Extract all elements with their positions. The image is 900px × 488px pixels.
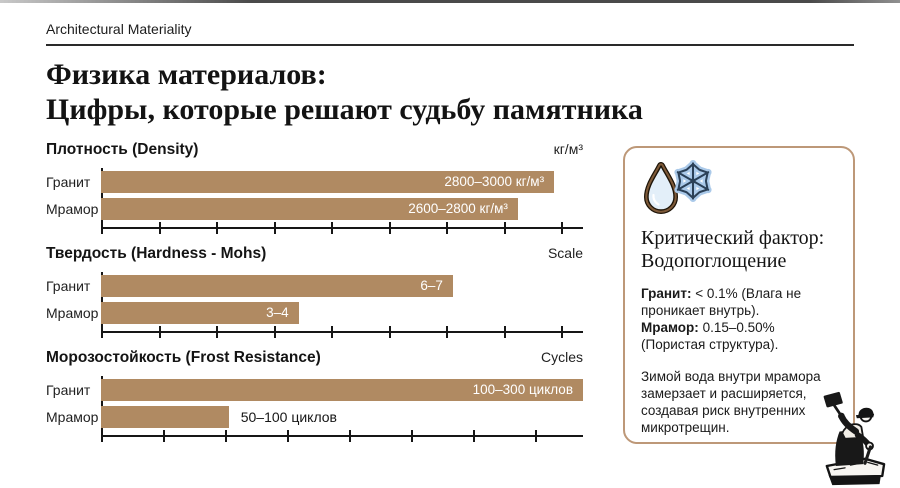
chart-frost-resistance: Морозостойкость (Frost Resistance) Cycles… <box>46 349 583 442</box>
axis-tick <box>273 222 276 234</box>
absorption-values: Гранит: < 0.1% (Влага не проникает внутр… <box>641 285 837 353</box>
row-label: Гранит <box>46 277 91 294</box>
chart-title: Морозостойкость (Frost Resistance) <box>46 349 321 366</box>
axis-tick <box>410 430 413 442</box>
bar-row: Гранит 6–7 <box>46 272 583 299</box>
title-line-1: Физика материалов: <box>46 58 327 91</box>
axis-tick <box>331 222 334 234</box>
title-line-2: Цифры, которые решают судьбу памятника <box>46 93 643 126</box>
top-edge-line <box>0 0 900 3</box>
axis-tick <box>446 222 449 234</box>
bar-value-label: 2800–3000 кг/м³ <box>444 174 545 189</box>
bar-row: Мрамор 2600–2800 кг/м³ <box>46 195 583 222</box>
axis-tick <box>388 326 391 338</box>
axis-tick <box>101 430 103 442</box>
bar-track: 2800–3000 кг/м³ <box>101 170 583 193</box>
chisel <box>863 445 872 465</box>
bar-row: Мрамор 50–100 циклов <box>46 403 583 430</box>
axis-tick <box>561 222 564 234</box>
content: Плотность (Density) кг/м³ Гранит 2800–3000 … <box>46 141 855 453</box>
bar: 3–4 <box>101 301 299 324</box>
bar <box>101 405 229 428</box>
bar-row: Мрамор 3–4 <box>46 299 583 326</box>
bar-track: 3–4 <box>101 301 583 324</box>
sculptor-illustration <box>823 391 886 486</box>
panel-icons <box>641 162 717 214</box>
row-label: Гранит <box>46 381 91 398</box>
panel-note: Зимой вода внутри мрамора замерзает и ра… <box>641 369 821 435</box>
header: Architectural Materiality Физика материа… <box>46 0 854 127</box>
chart-density: Плотность (Density) кг/м³ Гранит 2800–3000 … <box>46 141 583 234</box>
axis-tick <box>216 326 219 338</box>
axis-tick <box>158 326 161 338</box>
bar: 2800–3000 кг/м³ <box>101 170 555 193</box>
axis-tick <box>224 430 227 442</box>
axis-tick <box>472 430 475 442</box>
bar-track: 50–100 циклов <box>101 405 583 428</box>
plot-area: Гранит 6–7 Мрамор 3–4 <box>46 272 583 338</box>
bar-row: Гранит 100–300 циклов <box>46 376 583 403</box>
axis-tick <box>503 326 506 338</box>
header-rule <box>46 44 854 46</box>
x-axis <box>101 430 583 442</box>
marble-absorption-label: Мрамор: <box>641 320 699 335</box>
bar-value-label: 100–300 циклов <box>472 382 573 397</box>
page-title: Физика материалов: Цифры, которые решают… <box>46 57 854 127</box>
mallet <box>823 391 843 408</box>
axis-tick <box>101 222 103 234</box>
x-axis <box>101 222 583 234</box>
chart-unit-label: Cycles <box>540 349 583 365</box>
chart-header: Плотность (Density) кг/м³ <box>46 141 583 159</box>
granite-absorption-label: Гранит: <box>641 286 692 301</box>
eyebrow-label: Architectural Materiality <box>46 21 192 37</box>
bar-track: 100–300 циклов <box>101 378 583 401</box>
bar-value-label: 2600–2800 кг/м³ <box>408 201 508 216</box>
bar-row: Гранит 2800–3000 кг/м³ <box>46 168 583 195</box>
bar: 6–7 <box>101 274 453 297</box>
chart-header: Твердость (Hardness - Mohs) Scale <box>46 245 583 263</box>
axis-tick <box>101 326 103 338</box>
axis-tick <box>286 430 289 442</box>
chart-unit-label: Scale <box>547 245 583 261</box>
plot-area: Гранит 2800–3000 кг/м³ Мрамор 2600–2800 кг/… <box>46 168 583 234</box>
bar: 100–300 циклов <box>101 378 583 401</box>
axis-tick <box>162 430 165 442</box>
chart-title: Плотность (Density) <box>46 141 199 158</box>
bar-track: 2600–2800 кг/м³ <box>101 197 583 220</box>
axis-tick <box>348 430 351 442</box>
axis-tick <box>273 326 276 338</box>
bar-value-label: 50–100 циклов <box>240 408 337 425</box>
row-label: Мрамор <box>46 304 99 321</box>
bar-value-label: 6–7 <box>420 278 443 293</box>
axis-tick <box>388 222 391 234</box>
water-drop-icon <box>644 162 678 214</box>
bar-track: 6–7 <box>101 274 583 297</box>
bar-value-label: 3–4 <box>266 305 289 320</box>
axis-tick <box>503 222 506 234</box>
critical-factor-panel: Критический фактор: Водопоглощение Грани… <box>623 146 855 444</box>
x-axis <box>101 326 583 338</box>
chart-title: Твердость (Hardness - Mohs) <box>46 245 267 262</box>
plot-area: Гранит 100–300 циклов Мрамор 50–100 циклов <box>46 376 583 442</box>
chart-hardness: Твердость (Hardness - Mohs) Scale Гранит 6–… <box>46 245 583 338</box>
row-label: Гранит <box>46 173 91 190</box>
granite-absorption-value: < 0.1% (Влага не проникает внутрь). <box>641 286 802 318</box>
bar: 2600–2800 кг/м³ <box>101 197 518 220</box>
axis-tick <box>158 222 161 234</box>
marble-absorption-value: 0.15–0.50% (Пористая структура). <box>641 320 779 352</box>
axis-tick <box>561 326 564 338</box>
axis-tick <box>331 326 334 338</box>
charts-column: Плотность (Density) кг/м³ Гранит 2800–3000 … <box>46 141 583 453</box>
chart-unit-label: кг/м³ <box>553 141 583 157</box>
chart-header: Морозостойкость (Frost Resistance) Cycles <box>46 349 583 367</box>
axis-tick <box>534 430 537 442</box>
sculptor-cap <box>857 407 875 416</box>
snowflake-icon <box>670 158 716 204</box>
row-label: Мрамор <box>46 408 99 425</box>
panel-heading: Критический фактор: Водопоглощение <box>641 227 825 272</box>
axis-tick <box>216 222 219 234</box>
axis-tick <box>446 326 449 338</box>
row-label: Мрамор <box>46 200 99 217</box>
